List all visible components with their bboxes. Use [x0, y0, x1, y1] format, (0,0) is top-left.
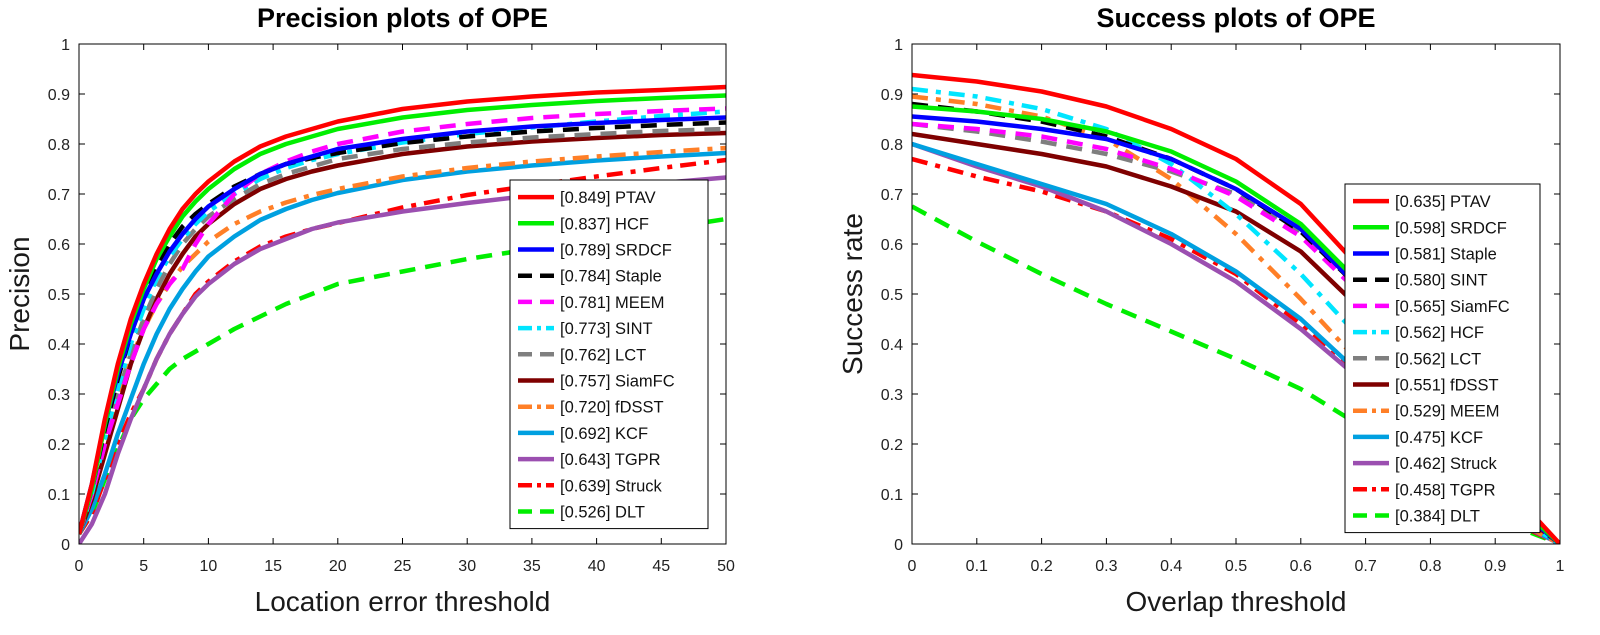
precision-y-tick-label: 0.7 [48, 187, 70, 204]
success-series-line-lct [912, 121, 1560, 544]
precision-x-tick-label: 0 [75, 558, 84, 575]
precision-x-tick-label: 20 [329, 558, 347, 575]
success-y-tick-label: 0.2 [881, 437, 903, 454]
success-plot-x-axis-label: Overlap threshold [1125, 586, 1346, 617]
precision-y-tick-label: 0.2 [48, 437, 70, 454]
precision-y-tick-label: 0.6 [48, 237, 70, 254]
precision-x-tick-label: 50 [717, 558, 735, 575]
precision-y-tick-label: 0.4 [48, 337, 70, 354]
success-plot-ticks: 0 0.1 0.2 0.3 0.4 0.5 0.6 0.7 0.8 0.9 1 0 0.1 0.2 0.3 0… [881, 37, 1565, 575]
precision-plot-legend: [0.849] PTAV [0.837] HCF [0.789] SRDCF [0.7… [509, 179, 709, 530]
precision-legend-label-dlt: [0.526] DLT [560, 504, 645, 522]
success-legend-label-meem: [0.529] MEEM [1395, 403, 1500, 421]
success-plot-legend: [0.635] PTAV [0.598] SRDCF [0.581] Staple [… [1344, 183, 1541, 534]
success-y-tick-label: 0.6 [881, 237, 903, 254]
success-legend-label-lct: [0.562] LCT [1395, 350, 1481, 368]
precision-y-tick-label: 0 [61, 537, 70, 554]
precision-plot-series-lines [79, 84, 726, 544]
success-legend-label-fdsst: [0.551] fDSST [1395, 377, 1499, 395]
precision-x-tick-label: 30 [458, 558, 476, 575]
success-legend-label-staple: [0.581] Staple [1395, 246, 1497, 264]
precision-series-line-tgpr [79, 175, 726, 544]
precision-x-tick-label: 5 [139, 558, 148, 575]
precision-legend-label-meem: [0.781] MEEM [560, 294, 665, 312]
precision-x-tick-label: 25 [394, 558, 412, 575]
precision-plot-ticks: 0 5 10 15 20 25 30 35 40 45 50 0 0.1 0.2 0.3 0.4 0.5 0.6 0… [48, 37, 735, 575]
precision-series-line-sint [79, 109, 726, 535]
success-x-tick-label: 0.9 [1484, 558, 1506, 575]
success-legend-label-tgpr: [0.458] TGPR [1395, 481, 1496, 499]
success-plot-frame [911, 43, 1561, 545]
precision-series-line-ptav [79, 84, 726, 535]
success-legend-label-srdcf: [0.598] SRDCF [1395, 219, 1507, 237]
success-y-tick-label: 0.8 [881, 137, 903, 154]
success-plot-panel: Success plots of OPE Overlap threshold S… [837, 3, 1565, 617]
precision-x-tick-label: 40 [588, 558, 606, 575]
precision-legend-label-lct: [0.762] LCT [560, 346, 646, 364]
success-x-tick-label: 0.1 [966, 558, 988, 575]
success-x-tick-label: 0.5 [1225, 558, 1247, 575]
precision-series-line-lct [79, 126, 726, 535]
precision-legend-label-srdcf: [0.789] SRDCF [560, 242, 672, 260]
success-y-tick-label: 0.1 [881, 487, 903, 504]
precision-legend-label-ptav: [0.849] PTAV [560, 189, 656, 207]
precision-x-tick-label: 15 [264, 558, 282, 575]
precision-plot-panel: Precision plots of OPE Location error th… [4, 3, 735, 617]
precision-x-tick-label: 45 [652, 558, 670, 575]
precision-legend-label-hcf: [0.837] HCF [560, 215, 649, 233]
success-x-tick-label: 0.6 [1290, 558, 1312, 575]
success-legend-label-struck: [0.462] Struck [1395, 455, 1498, 473]
precision-y-tick-label: 0.3 [48, 387, 70, 404]
precision-x-tick-label: 10 [200, 558, 218, 575]
success-y-tick-label: 0.4 [881, 337, 903, 354]
precision-legend-label-staple: [0.784] Staple [560, 268, 662, 286]
precision-x-tick-label: 35 [523, 558, 541, 575]
success-legend-label-kcf: [0.475] KCF [1395, 429, 1483, 447]
success-y-tick-label: 0 [894, 537, 903, 554]
success-y-tick-label: 0.9 [881, 87, 903, 104]
precision-legend-label-fdsst: [0.720] fDSST [560, 399, 664, 417]
precision-plot-frame [78, 43, 727, 545]
precision-legend-label-siamfc: [0.757] SiamFC [560, 373, 675, 391]
precision-series-line-meem [79, 106, 726, 535]
success-legend-label-dlt: [0.384] DLT [1395, 508, 1480, 526]
precision-legend-label-struck: [0.639] Struck [560, 477, 663, 495]
success-y-tick-label: 0.3 [881, 387, 903, 404]
success-legend-label-sint: [0.580] SINT [1395, 272, 1488, 290]
precision-y-tick-label: 1 [61, 37, 70, 54]
success-y-tick-label: 0.7 [881, 187, 903, 204]
success-legend-label-siamfc: [0.565] SiamFC [1395, 298, 1510, 316]
success-plot-y-axis-label: Success rate [837, 213, 868, 375]
precision-legend-label-tgpr: [0.643] TGPR [560, 451, 661, 469]
success-x-tick-label: 1 [1556, 558, 1565, 575]
success-legend-label-ptav: [0.635] PTAV [1395, 193, 1491, 211]
success-x-tick-label: 0 [908, 558, 917, 575]
success-x-tick-label: 0.3 [1095, 558, 1117, 575]
success-plot-title: Success plots of OPE [1096, 3, 1375, 33]
precision-y-tick-label: 0.5 [48, 287, 70, 304]
precision-y-tick-label: 0.8 [48, 137, 70, 154]
precision-series-line-kcf [79, 150, 726, 536]
precision-series-line-siamfc [79, 130, 726, 535]
precision-y-tick-label: 0.1 [48, 487, 70, 504]
success-y-tick-label: 0.5 [881, 287, 903, 304]
success-x-tick-label: 0.8 [1419, 558, 1441, 575]
precision-legend-label-kcf: [0.692] KCF [560, 425, 648, 443]
success-legend-label-hcf: [0.562] HCF [1395, 324, 1484, 342]
success-y-tick-label: 1 [894, 37, 903, 54]
precision-plot-x-axis-label: Location error threshold [255, 586, 551, 617]
success-x-tick-label: 0.4 [1160, 558, 1182, 575]
success-x-tick-label: 0.7 [1354, 558, 1376, 575]
success-x-tick-label: 0.2 [1030, 558, 1052, 575]
precision-legend-label-sint: [0.773] SINT [560, 320, 653, 338]
precision-plot-y-axis-label: Precision [4, 236, 35, 351]
precision-y-tick-label: 0.9 [48, 87, 70, 104]
precision-plot-title: Precision plots of OPE [257, 3, 548, 33]
